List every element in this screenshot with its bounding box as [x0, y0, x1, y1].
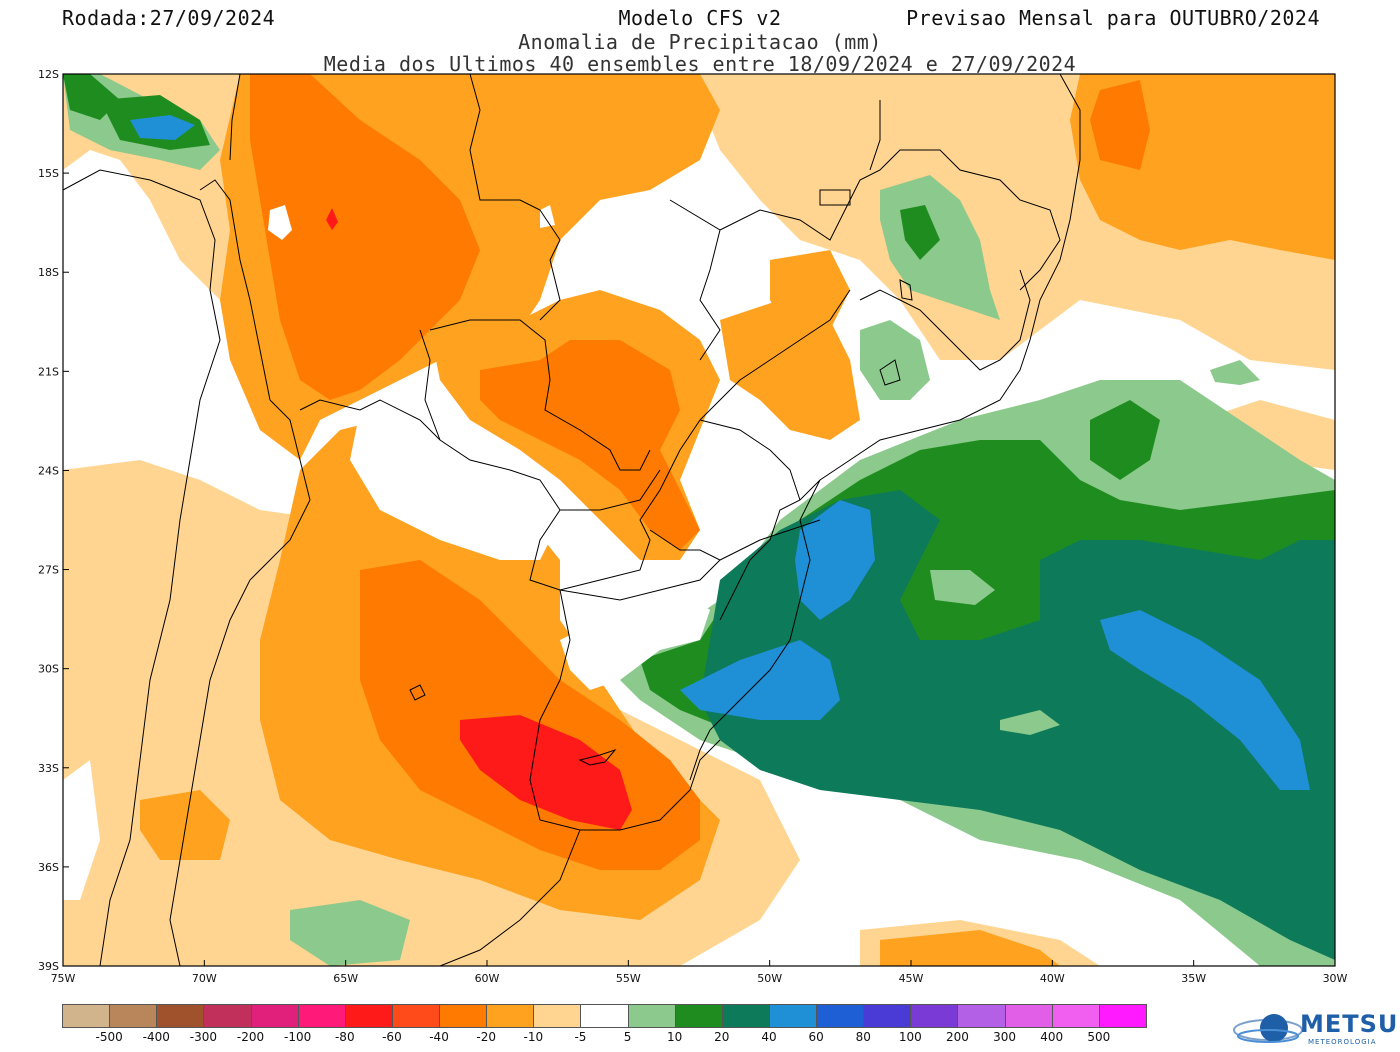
legend-color-box [486, 1004, 535, 1028]
latitude-axis: 12S 15S 18S 21S 24S 27S 30S 33S 36S 39S [38, 68, 69, 973]
ensemble-subtitle: Media dos Ultimos 40 ensembles entre 18/… [323, 52, 1077, 76]
lat-label: 12S [38, 68, 59, 81]
lat-label: 39S [38, 960, 59, 973]
legend-color-box [721, 1004, 770, 1028]
logo-name: METSUL [1300, 1010, 1400, 1038]
legend-color-box [1051, 1004, 1100, 1028]
lat-label: 21S [38, 365, 59, 378]
legend-color-box [250, 1004, 299, 1028]
legend-color-box [1004, 1004, 1053, 1028]
lon-label: 55W [616, 972, 641, 985]
legend-label: -80 [334, 1030, 355, 1044]
legend-color-box [1098, 1004, 1147, 1028]
legend-label: -100 [284, 1030, 312, 1044]
legend-label: -10 [523, 1030, 544, 1044]
lon-label: 30W [1323, 972, 1348, 985]
precipitation-anomaly-map: 12S 15S 18S 21S 24S 27S 30S 33S 36S 39S 75W 70W 65W… [38, 68, 1348, 985]
lon-label: 35W [1181, 972, 1206, 985]
model-title: Modelo CFS v2 [618, 6, 782, 30]
lat-label: 15S [38, 167, 59, 180]
map-subtitle: Anomalia de Precipitacao (mm) [518, 30, 882, 54]
legend-color-box [580, 1004, 629, 1028]
legend-color-box [203, 1004, 252, 1028]
legend-label: -40 [429, 1030, 449, 1044]
legend-color-box [62, 1004, 111, 1028]
legend-label: 20 [714, 1030, 730, 1044]
legend-label: -300 [189, 1030, 218, 1044]
logo-tagline: METEOROLOGIA [1308, 1038, 1377, 1046]
legend-label: -500 [95, 1030, 123, 1044]
legend-color-box [627, 1004, 676, 1028]
legend-color-box [816, 1004, 865, 1028]
legend-label: -5 [574, 1030, 587, 1044]
lat-label: 27S [38, 564, 59, 577]
legend-color-box [109, 1004, 158, 1028]
lon-label: 65W [333, 972, 358, 985]
lon-label: 40W [1040, 972, 1065, 985]
legend-label: 40 [761, 1030, 777, 1044]
color-scale-legend [62, 1004, 1147, 1028]
lat-label: 33S [38, 762, 59, 775]
legend-color-box [910, 1004, 959, 1028]
legend-label: -400 [142, 1030, 170, 1044]
legend-color-box [391, 1004, 441, 1028]
legend-color-box [863, 1004, 912, 1028]
forecast-title: Previsao Mensal para OUTUBRO/2024 [906, 6, 1320, 30]
run-date: Rodada:27/09/2024 [62, 6, 276, 30]
legend-label: -200 [236, 1030, 265, 1044]
anomaly-fields [63, 74, 1335, 966]
lat-label: 24S [38, 464, 59, 477]
lon-label: 75W [51, 972, 76, 985]
lon-label: 45W [899, 972, 924, 985]
legend-label: 400 [1040, 1030, 1064, 1044]
legend-label: 5 [623, 1030, 632, 1044]
legend-color-box [768, 1004, 818, 1028]
lat-label: 18S [38, 266, 59, 279]
map-frame [62, 73, 1336, 967]
lon-label: 50W [757, 972, 782, 985]
legend-color-box [957, 1004, 1006, 1028]
legend-label: 10 [667, 1030, 683, 1044]
legend-color-box [297, 1004, 346, 1028]
longitude-axis: 75W 70W 65W 60W 55W 50W 45W 40W 35W 30W [51, 960, 1348, 985]
lat-label: 30S [38, 663, 59, 676]
legend-label: 500 [1087, 1030, 1111, 1044]
legend-color-box [439, 1004, 488, 1028]
metsul-globe-logo [1233, 1014, 1303, 1043]
legend-label: -60 [382, 1030, 402, 1044]
legend-label: 300 [993, 1030, 1017, 1044]
lon-label: 60W [475, 972, 500, 985]
legend-label: 60 [808, 1030, 824, 1044]
legend-label: -20 [476, 1030, 496, 1044]
legend-color-box [344, 1004, 393, 1028]
lon-label: 70W [192, 972, 217, 985]
legend-label: 100 [898, 1030, 922, 1044]
legend-label: 80 [855, 1030, 871, 1044]
legend-color-box [674, 1004, 723, 1028]
legend-color-box [156, 1004, 205, 1028]
legend-color-box [533, 1004, 582, 1028]
political-boundaries [63, 74, 1081, 966]
legend-label: 200 [946, 1030, 969, 1044]
lat-label: 36S [38, 861, 59, 874]
